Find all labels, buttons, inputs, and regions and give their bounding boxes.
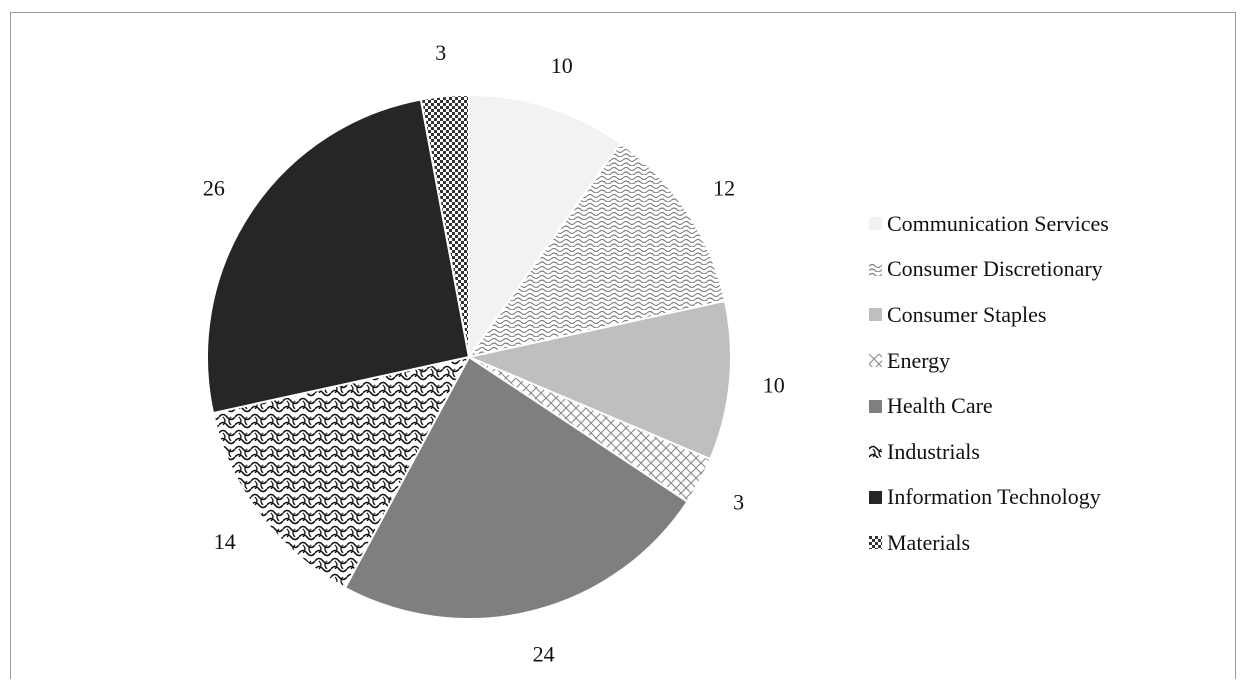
pie-slice-consumer-staples [465,299,732,461]
legend-item-energy: Energy [869,338,1109,384]
data-label-consumer-staples: 10 [763,373,785,398]
legend-swatch-consumer-staples [869,308,882,322]
legend-swatch-communication-services [869,217,882,231]
pie-slice-consumer-discretionary [466,141,727,359]
pie-slice-industrials [211,355,471,590]
pie-data-labels: 10 12 10 3 24 14 26 3 [203,40,785,666]
pie-slice-information-technology [206,98,471,415]
pie-slice-health-care [343,355,689,620]
legend-label: Energy [887,347,951,373]
data-label-consumer-discretionary: 12 [713,176,735,201]
legend-label: Information Technology [887,484,1101,510]
data-label-industrials: 14 [214,529,236,554]
pie-slice-materials [419,93,470,358]
data-label-communication-services: 10 [551,53,573,78]
legend-swatch-materials [869,536,882,550]
chart-area: 10 12 10 3 24 14 26 3 Communication Services Con… [10,12,1236,679]
legend-swatch-health-care [869,399,882,413]
data-label-energy: 3 [733,489,744,514]
legend-swatch-information-technology [869,490,882,504]
legend-item-communication-services: Communication Services [869,201,1109,247]
legend-label: Consumer Discretionary [887,256,1103,282]
legend: Communication Services Consumer Discretio… [869,201,1109,566]
legend-item-materials: Materials [869,520,1109,566]
legend-item-information-technology: Information Technology [869,475,1109,521]
legend-label: Health Care [887,393,993,419]
pie-slice-communication-services [468,93,622,361]
legend-swatch-industrials [869,445,882,459]
legend-item-health-care: Health Care [869,383,1109,429]
legend-item-industrials: Industrials [869,429,1109,475]
pie-slices [206,93,732,620]
legend-label: Communication Services [887,210,1109,236]
legend-swatch-consumer-discretionary [869,262,882,276]
pie-chart: 10 12 10 3 24 14 26 3 [203,40,785,666]
data-label-health-care: 24 [533,641,555,666]
legend-item-consumer-discretionary: Consumer Discretionary [869,247,1109,293]
legend-label: Industrials [887,438,980,464]
legend-swatch-energy [869,354,882,368]
legend-item-consumer-staples: Consumer Staples [869,292,1109,338]
data-label-information-technology: 26 [203,176,225,201]
data-label-materials: 3 [435,40,446,65]
legend-label: Consumer Staples [887,301,1047,327]
legend-label: Materials [887,529,971,555]
